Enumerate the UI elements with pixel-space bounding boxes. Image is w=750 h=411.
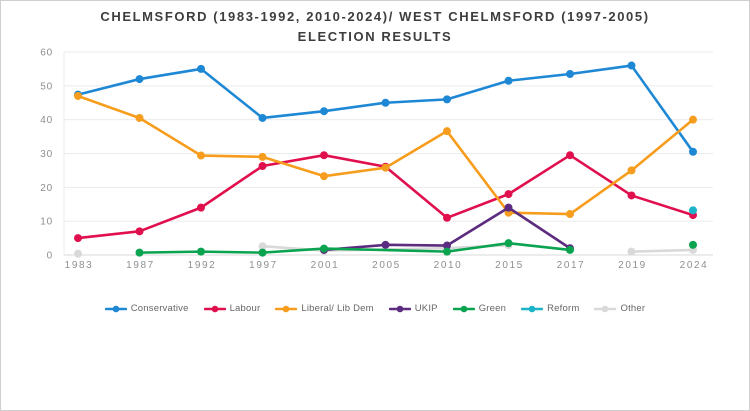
point-conservative-1992[interactable] <box>197 64 205 73</box>
x-tick-label-1997: 1997 <box>249 260 278 271</box>
legend-item-ukip[interactable]: UKIP <box>388 303 438 314</box>
point-liberal-lib-dem-2005[interactable] <box>381 163 390 172</box>
point-labour-2001[interactable] <box>320 151 328 160</box>
x-tick-label-2019: 2019 <box>618 260 647 271</box>
legend-item-conservative[interactable]: Conservative <box>104 303 189 314</box>
point-conservative-2010[interactable] <box>443 95 451 104</box>
point-conservative-1997[interactable] <box>258 113 267 122</box>
point-other-1997[interactable] <box>258 242 267 251</box>
legend-marker-reform-icon <box>521 305 544 312</box>
chart-title: CHELMSFORD (1983-1992, 2010-2024)/ WEST … <box>100 9 650 45</box>
y-tick-label-0: 0 <box>47 251 53 262</box>
point-liberal-lib-dem-2001[interactable] <box>320 172 328 181</box>
point-reform-2024[interactable] <box>689 206 697 215</box>
legend-item-other[interactable]: Other <box>594 303 645 314</box>
point-conservative-1987[interactable] <box>135 75 144 84</box>
point-ukip-2010[interactable] <box>443 241 451 250</box>
point-green-2024[interactable] <box>689 240 697 249</box>
legend-item-liberal-lib-dem[interactable]: Liberal/ Lib Dem <box>275 303 374 314</box>
point-other-1983[interactable] <box>74 249 82 258</box>
point-other-2019[interactable] <box>627 247 636 256</box>
legend-label-liberal-lib-dem: Liberal/ Lib Dem <box>301 303 374 314</box>
legend-marker-ukip-icon <box>388 305 411 312</box>
point-labour-2010[interactable] <box>443 213 451 222</box>
series-line-green <box>322 247 449 253</box>
y-tick-label-60: 60 <box>40 48 53 59</box>
legend-label-green: Green <box>478 303 507 314</box>
point-conservative-2005[interactable] <box>381 98 390 107</box>
series-line-liberal-lib-dem <box>76 94 695 216</box>
legend-label-conservative: Conservative <box>130 303 189 314</box>
x-tick-label-1983: 1983 <box>65 260 94 271</box>
series-line-other <box>630 248 695 253</box>
point-liberal-lib-dem-2019[interactable] <box>627 166 636 175</box>
y-tick-label-20: 20 <box>40 183 53 194</box>
point-conservative-2019[interactable] <box>627 61 636 70</box>
legend-marker-conservative-icon <box>104 305 127 312</box>
legend-item-labour[interactable]: Labour <box>203 303 261 314</box>
legend-item-reform[interactable]: Reform <box>521 303 579 314</box>
point-labour-2015[interactable] <box>504 190 513 199</box>
point-liberal-lib-dem-2010[interactable] <box>443 127 451 136</box>
legend-label-ukip: UKIP <box>414 303 438 314</box>
point-labour-1987[interactable] <box>135 227 144 236</box>
series-liberal-lib-dem <box>74 91 697 219</box>
x-tick-label-2017: 2017 <box>557 260 586 271</box>
plot-area: 0 10 20 30 40 50 60 1983 1987 1992 1997 2001 2005 201… <box>40 48 713 271</box>
x-tick-label-2005: 2005 <box>372 260 401 271</box>
series-green <box>135 239 697 257</box>
y-tick-label-50: 50 <box>40 81 53 92</box>
legend: Conservative Labour Liberal/ Lib Dem UKIP Gr… <box>1 303 749 314</box>
legend-marker-green-icon <box>452 305 475 312</box>
point-green-1987[interactable] <box>135 248 144 257</box>
point-liberal-lib-dem-2024[interactable] <box>689 115 697 124</box>
x-tick-label-1992: 1992 <box>188 260 217 271</box>
point-conservative-2015[interactable] <box>504 76 513 85</box>
point-labour-1992[interactable] <box>197 203 205 212</box>
series-line-green <box>138 247 326 254</box>
x-tick-label-2010: 2010 <box>434 260 463 271</box>
point-liberal-lib-dem-2017[interactable] <box>566 210 574 219</box>
legend-item-green[interactable]: Green <box>452 303 507 314</box>
legend-label-labour: Labour <box>229 303 261 314</box>
point-green-1997[interactable] <box>258 248 267 257</box>
point-ukip-2015[interactable] <box>504 203 513 212</box>
x-tick-label-2001: 2001 <box>311 260 340 271</box>
x-tick-label-1987: 1987 <box>126 260 155 271</box>
series-line-conservative <box>76 64 695 154</box>
point-labour-1983[interactable] <box>74 234 82 243</box>
x-axis: 1983 1987 1992 1997 2001 2005 2010 2015 2017 2019… <box>65 260 709 271</box>
x-tick-label-2015: 2015 <box>495 260 524 271</box>
point-conservative-2024[interactable] <box>689 147 697 156</box>
point-conservative-2017[interactable] <box>566 69 574 78</box>
series-conservative <box>74 61 697 156</box>
point-liberal-lib-dem-1997[interactable] <box>258 152 267 161</box>
legend-marker-liberal-lib-dem-icon <box>275 305 298 312</box>
point-green-2015[interactable] <box>504 239 513 248</box>
legend-marker-labour-icon <box>203 305 226 312</box>
y-tick-label-10: 10 <box>40 217 53 228</box>
point-conservative-2001[interactable] <box>320 107 328 116</box>
gridlines <box>63 51 713 256</box>
y-tick-label-30: 30 <box>40 149 53 160</box>
point-labour-2019[interactable] <box>627 191 636 200</box>
point-liberal-lib-dem-1992[interactable] <box>197 151 205 160</box>
series-reform <box>689 206 697 215</box>
point-green-2010[interactable] <box>443 247 451 256</box>
legend-label-other: Other <box>620 303 646 314</box>
point-ukip-2005[interactable] <box>381 240 390 249</box>
point-green-2001[interactable] <box>320 244 328 253</box>
legend-label-reform: Reform <box>547 303 580 314</box>
point-labour-2017[interactable] <box>566 151 574 160</box>
point-green-1992[interactable] <box>197 247 205 256</box>
point-labour-1997[interactable] <box>258 162 267 171</box>
point-liberal-lib-dem-1987[interactable] <box>135 113 144 122</box>
y-tick-label-40: 40 <box>40 115 53 126</box>
point-green-2017[interactable] <box>566 245 574 254</box>
x-tick-label-2024: 2024 <box>680 260 709 271</box>
point-liberal-lib-dem-1983[interactable] <box>74 91 82 100</box>
legend-marker-other-icon <box>594 305 617 312</box>
